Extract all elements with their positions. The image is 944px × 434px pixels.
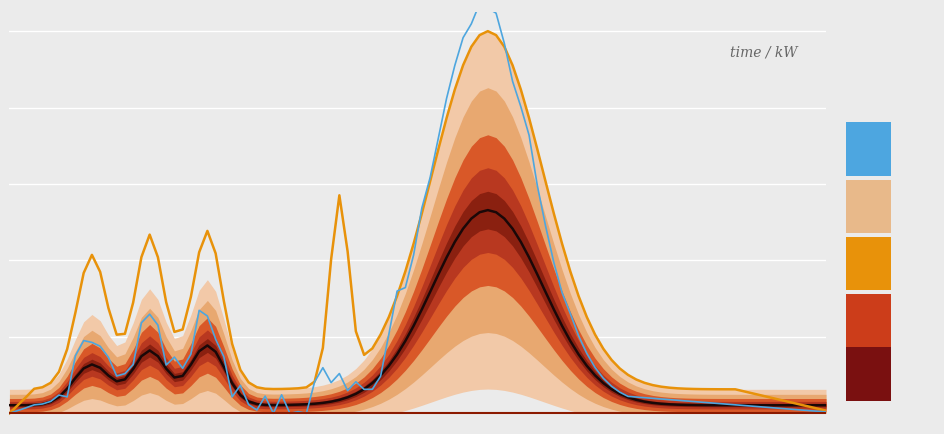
- FancyBboxPatch shape: [847, 180, 891, 233]
- Text: time / kW: time / kW: [730, 46, 798, 59]
- FancyBboxPatch shape: [847, 237, 891, 290]
- FancyBboxPatch shape: [847, 123, 891, 176]
- FancyBboxPatch shape: [847, 295, 891, 348]
- FancyBboxPatch shape: [847, 348, 891, 401]
